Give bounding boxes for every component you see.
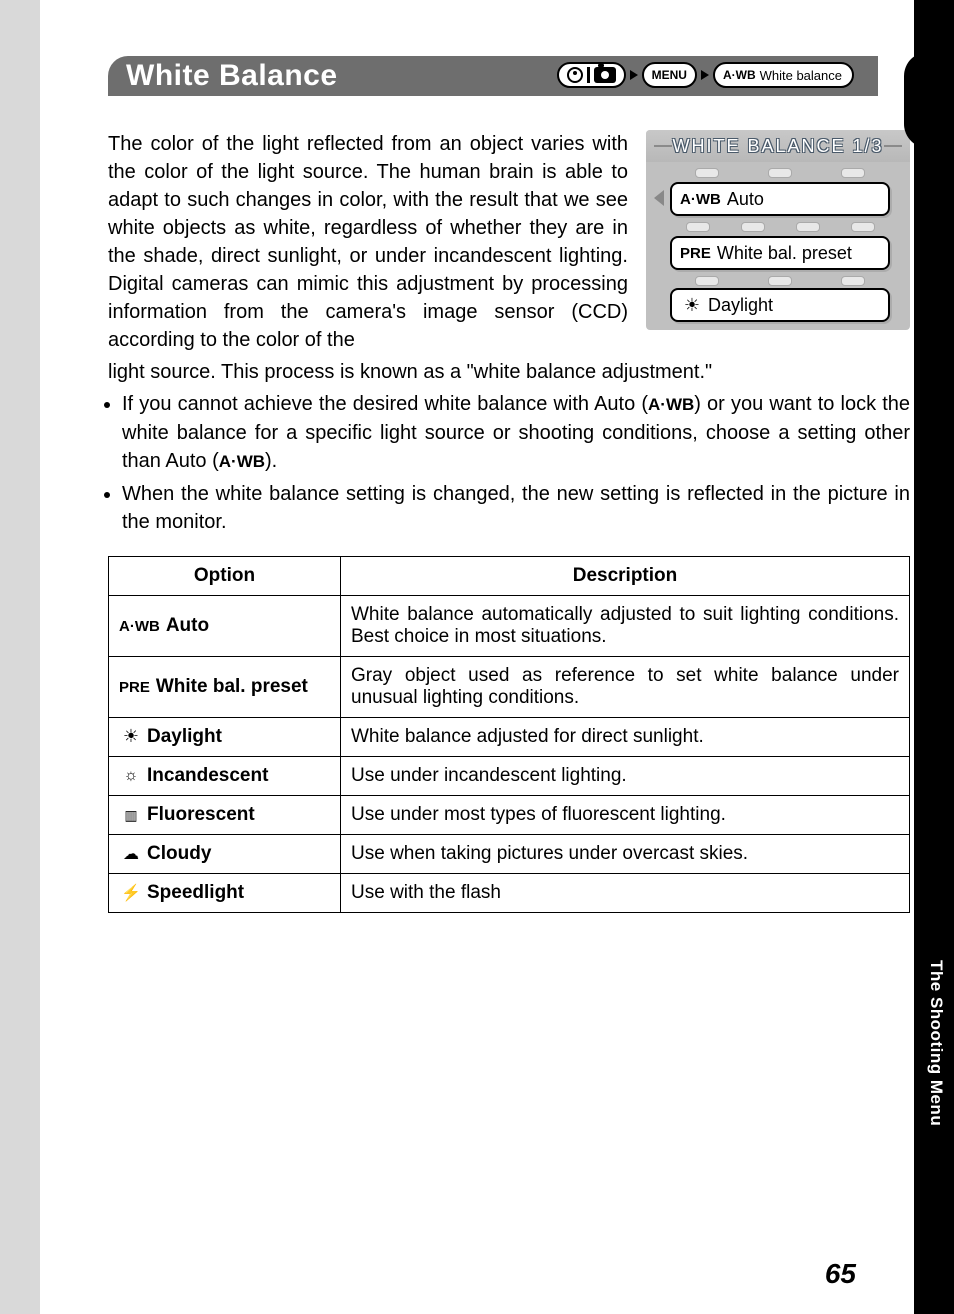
awb-prefix: A·WB	[723, 68, 756, 82]
sun-icon: ☀	[680, 295, 704, 316]
left-arrow-icon	[654, 190, 664, 206]
edge-tab	[904, 52, 954, 148]
cam-item-preset: PRE White bal. preset	[670, 236, 890, 270]
opt-cell: PRE White bal. preset	[109, 657, 341, 718]
table-row: ▥ Fluorescent Use under most types of flu…	[109, 796, 910, 835]
desc-cell: Use with the flash	[341, 874, 910, 913]
opt-cell: A·WB Auto	[109, 596, 341, 657]
cam-item-label: Auto	[727, 189, 764, 210]
bullet-text: ).	[265, 450, 277, 472]
table-row: ☁Cloudy Use when taking pictures under o…	[109, 835, 910, 874]
page: White Balance MENU A·WB White balance Th…	[40, 0, 914, 1314]
opt-cell: ☀Daylight	[109, 718, 341, 757]
cam-deco-row	[670, 274, 890, 288]
awb-inline: A·WB	[648, 395, 694, 414]
chevron-right-icon	[701, 70, 709, 80]
menu-label: MENU	[652, 68, 687, 82]
separator-icon	[587, 67, 590, 83]
bullet-2: When the white balance setting is change…	[122, 480, 910, 536]
section-tab: The Shooting Menu	[926, 960, 946, 1126]
mode-dial-icon	[567, 67, 583, 83]
nav-menu-pill: MENU	[642, 62, 697, 88]
opt-cell: ⚡Speedlight	[109, 874, 341, 913]
cam-deco-row	[670, 220, 890, 234]
page-number: 65	[825, 1258, 856, 1290]
opt-label: Fluorescent	[147, 804, 255, 825]
sun-icon: ☀	[119, 726, 143, 747]
desc-cell: Gray object used as reference to set whi…	[341, 657, 910, 718]
cam-item-daylight: ☀ Daylight	[670, 288, 890, 322]
camera-screen: WHITE BALANCE 1/3 A·WB Auto PRE White ba…	[646, 130, 910, 330]
cloud-icon: ☁	[119, 844, 143, 864]
table-row: PRE White bal. preset Gray object used as…	[109, 657, 910, 718]
table-row: ☀Daylight White balance adjusted for dir…	[109, 718, 910, 757]
desc-cell: Use under incandescent lighting.	[341, 757, 910, 796]
table-header-row: Option Description	[109, 557, 910, 596]
camera-icon	[594, 67, 616, 83]
bullet-1: If you cannot achieve the desired white …	[122, 390, 910, 476]
cam-item-label: White bal. preset	[717, 243, 852, 264]
fluorescent-icon: ▥	[119, 808, 143, 822]
cam-item-auto: A·WB Auto	[670, 182, 890, 216]
flash-icon: ⚡	[119, 883, 143, 903]
awb-inline: A·WB	[219, 452, 265, 471]
desc-cell: Use when taking pictures under overcast …	[341, 835, 910, 874]
desc-cell: White balance automatically adjusted to …	[341, 596, 910, 657]
nav-breadcrumb: MENU A·WB White balance	[557, 62, 854, 88]
body-content: The color of the light reflected from an…	[108, 130, 910, 540]
cam-item-prefix: PRE	[680, 245, 711, 262]
nav-awb-pill: A·WB White balance	[713, 62, 854, 88]
th-description: Description	[341, 557, 910, 596]
opt-cell: ☁Cloudy	[109, 835, 341, 874]
opt-label: White bal. preset	[156, 676, 308, 697]
awb-label: White balance	[760, 68, 842, 83]
cam-item-label: Daylight	[708, 295, 773, 316]
page-title: White Balance	[126, 59, 338, 93]
title-bar: White Balance MENU A·WB White balance	[108, 56, 878, 96]
opt-label: Speedlight	[147, 882, 244, 903]
intro-paragraph-cont: light source. This process is known as a…	[108, 358, 910, 386]
opt-cell: ☼Incandescent	[109, 757, 341, 796]
bulb-icon: ☼	[119, 767, 143, 785]
opt-prefix: PRE	[119, 679, 150, 696]
th-option: Option	[109, 557, 341, 596]
bullet-list: If you cannot achieve the desired white …	[108, 390, 910, 536]
desc-cell: White balance adjusted for direct sunlig…	[341, 718, 910, 757]
cam-deco-row	[670, 166, 890, 180]
table-row: ⚡Speedlight Use with the flash	[109, 874, 910, 913]
options-table: Option Description A·WB Auto White balanc…	[108, 556, 910, 913]
opt-label: Daylight	[147, 726, 222, 747]
table-row: A·WB Auto White balance automatically adj…	[109, 596, 910, 657]
opt-prefix: A·WB	[119, 618, 160, 635]
opt-label: Cloudy	[147, 843, 211, 864]
nav-dial-icon	[557, 62, 626, 88]
intro-paragraph: The color of the light reflected from an…	[108, 130, 628, 354]
bullet-text: If you cannot achieve the desired white …	[122, 393, 648, 415]
table-row: ☼Incandescent Use under incandescent lig…	[109, 757, 910, 796]
chevron-right-icon	[630, 70, 638, 80]
opt-cell: ▥ Fluorescent	[109, 796, 341, 835]
opt-label: Incandescent	[147, 765, 268, 786]
opt-label: Auto	[166, 615, 209, 636]
desc-cell: Use under most types of fluorescent ligh…	[341, 796, 910, 835]
camera-screen-title: WHITE BALANCE 1/3	[646, 130, 910, 162]
cam-item-prefix: A·WB	[680, 191, 721, 208]
